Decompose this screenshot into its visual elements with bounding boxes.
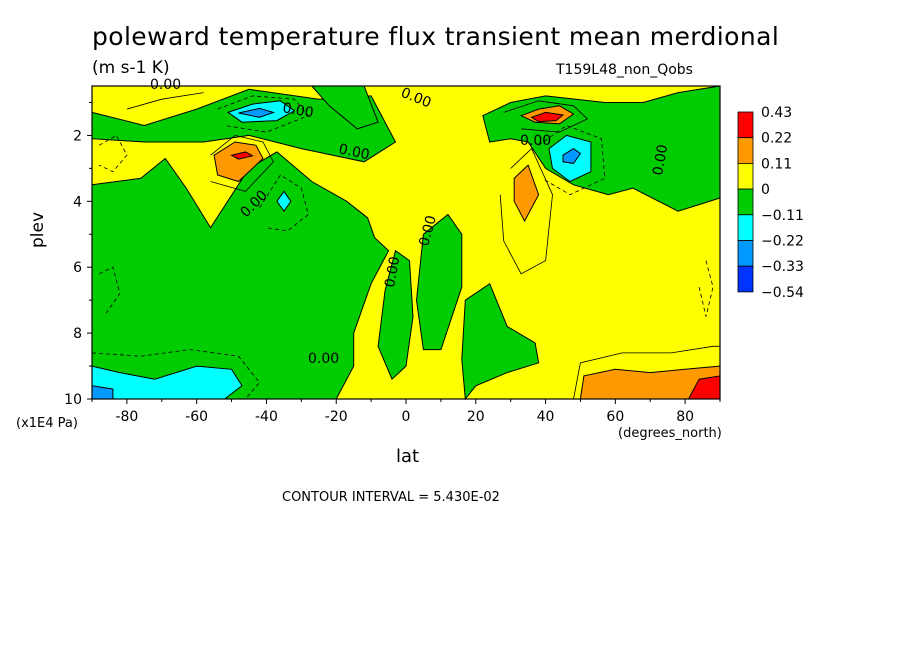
- contour-line-7: [91, 349, 261, 400]
- contour-line-5: [217, 95, 309, 133]
- y-tick-label: 10: [64, 392, 82, 408]
- contour-label: 0.00: [150, 77, 181, 93]
- y-axis: 2 4 6 8 10: [64, 101, 92, 408]
- colorbar-label: −0.11: [761, 208, 804, 224]
- x-tick-label: 20: [467, 409, 485, 425]
- x-tick-label: -40: [255, 409, 278, 425]
- contour-label: 0.00: [520, 133, 551, 149]
- colorbar-swatch: [737, 162, 754, 190]
- colorbar-swatch: [737, 240, 754, 267]
- colorbar-label: −0.33: [761, 259, 804, 275]
- colorbar-swatch: [737, 214, 754, 241]
- x-tick-label: 80: [676, 409, 694, 425]
- colorbar-label: −0.22: [761, 234, 804, 250]
- colorbar-label: 0.43: [761, 105, 792, 121]
- contour-field: [91, 85, 721, 401]
- region-blue-10: [562, 147, 582, 164]
- x-axis: -80 -60 -40 -20 0 20 40 60 80: [91, 399, 721, 425]
- y-tick-label: 2: [73, 128, 82, 144]
- colorbar-label: 0.22: [761, 131, 792, 147]
- region-green-1: [91, 151, 390, 400]
- region-green-0: [91, 88, 397, 163]
- colorbar-swatch: [737, 111, 754, 139]
- region-green-3: [415, 213, 463, 351]
- x-tick-label: 60: [606, 409, 624, 425]
- contour-line-6: [538, 125, 606, 196]
- region-cyan-11: [276, 190, 292, 213]
- y-tick-label: 4: [73, 194, 82, 210]
- colorbar-label: −0.54: [761, 285, 804, 301]
- region-orange-14: [213, 141, 264, 183]
- region-green-2: [377, 249, 414, 381]
- contour-lines: [91, 92, 720, 400]
- colorbar-swatch: [737, 137, 754, 164]
- region-orange-18: [513, 164, 540, 223]
- region-green-4: [461, 282, 540, 401]
- x-tick-label: 40: [537, 409, 555, 425]
- region-red-17: [530, 111, 565, 123]
- chart-title: poleward temperature flux transient mean…: [92, 22, 780, 51]
- x-tick-label: -60: [185, 409, 208, 425]
- contour-label: 0.00: [382, 255, 403, 288]
- x-axis-units: (degrees_north): [618, 426, 722, 441]
- contour-label: 0.00: [281, 100, 314, 121]
- y-axis-units: (x1E4 Pa): [16, 416, 78, 431]
- contour-label: 0.00: [337, 141, 371, 163]
- contour-line-0: [210, 134, 274, 192]
- contour-label: 0.00: [308, 351, 339, 367]
- contour-line-11: [698, 260, 714, 317]
- contour-label-group: 0.000.000.000.000.000.000.000.000.000.00: [150, 77, 671, 367]
- contour-line-8: [259, 174, 309, 232]
- region-red-15: [230, 151, 254, 160]
- contour-line-1: [503, 100, 589, 133]
- contour-line-9: [98, 134, 128, 173]
- y-tick-label: 8: [73, 326, 82, 342]
- run-label: T159L48_non_Qobs: [556, 62, 693, 78]
- x-tick-label: -80: [115, 409, 138, 425]
- contour-label: 0.00: [650, 143, 671, 176]
- x-tick-label: -20: [325, 409, 348, 425]
- y-tick-label: 6: [73, 260, 82, 276]
- colorbar-swatch: [737, 265, 754, 293]
- contour-interval-note: CONTOUR INTERVAL = 5.430E-02: [282, 490, 500, 505]
- colorbar-swatch: [737, 188, 754, 216]
- contour-line-3: [573, 345, 720, 400]
- region-blue-8: [238, 107, 276, 118]
- contour-line-4: [126, 92, 204, 110]
- contour-line-2: [499, 147, 553, 275]
- x-tick-label: 0: [402, 409, 411, 425]
- colorbar-label: 0.11: [761, 156, 792, 172]
- chart-units: (m s-1 K): [92, 58, 170, 78]
- contour-line-10: [98, 266, 121, 314]
- contour-label: 0.00: [416, 214, 440, 248]
- colorbar-label: 0: [761, 182, 770, 198]
- colorbar: 0.43 0.22 0.11 0 −0.11 −0.22 −0.33 −0.54: [737, 105, 804, 301]
- x-axis-label: lat: [396, 446, 420, 467]
